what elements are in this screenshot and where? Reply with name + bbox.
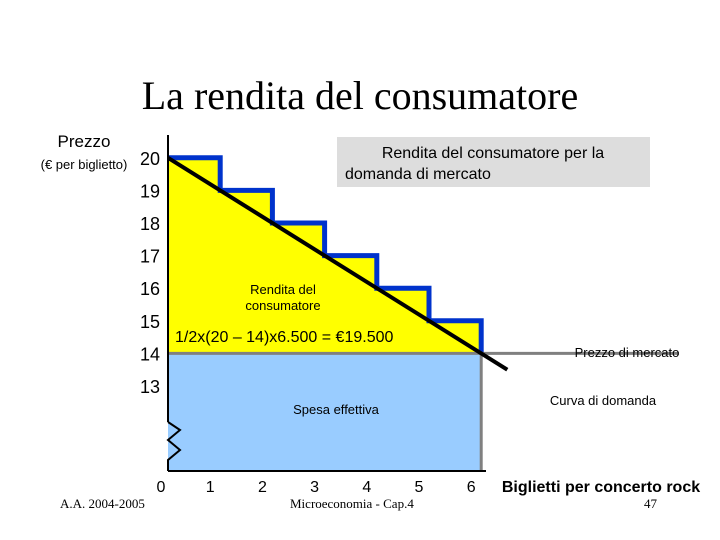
y-tick-label: 14 xyxy=(140,344,160,364)
x-tick-label: 2 xyxy=(258,479,267,496)
y-tick-label: 16 xyxy=(140,279,160,299)
y-tick-label: 18 xyxy=(140,214,160,234)
y-axis-break xyxy=(166,421,182,471)
x-tick-label: 4 xyxy=(362,479,371,496)
x-axis-label: Biglietti per concerto rock xyxy=(502,479,700,496)
footer-page-number: 47 xyxy=(644,496,657,511)
surplus-formula: 1/2x(20 – 14)x6.500 = €19.500 xyxy=(175,329,393,346)
callout-line-2: domanda di mercato xyxy=(345,166,491,183)
y-axis-unit: (€ per biglietto) xyxy=(40,157,128,172)
y-tick-label: 13 xyxy=(140,377,160,397)
y-tick-label: 17 xyxy=(140,247,160,267)
expenditure-area xyxy=(168,353,482,471)
callout-line-1: Rendita del consumatore per la xyxy=(382,145,604,162)
y-axis-label-block: Prezzo (€ per biglietto) xyxy=(40,132,128,173)
market-price-label: Prezzo di mercato xyxy=(575,345,680,360)
x-tick-label: 6 xyxy=(467,479,476,496)
surplus-label-2: consumatore xyxy=(245,298,320,313)
x-tick-label: 5 xyxy=(415,479,424,496)
footer-chapter: Microeconomia - Cap.4 xyxy=(290,496,414,511)
x-tick-labels: 0 1 2 3 4 5 6 xyxy=(157,479,476,496)
y-axis-label: Prezzo xyxy=(57,132,111,151)
x-tick-label: 1 xyxy=(206,479,215,496)
y-tick-label: 20 xyxy=(140,149,160,169)
footer-course-year: A.A. 2004-2005 xyxy=(60,496,145,511)
demand-curve xyxy=(166,156,509,372)
surplus-label-1: Rendita del xyxy=(250,282,316,297)
demand-curve-label: Curva di domanda xyxy=(550,393,657,408)
y-tick-label: 15 xyxy=(140,312,160,332)
x-tick-label: 3 xyxy=(310,479,319,496)
slide-title: La rendita del consumatore xyxy=(141,73,579,118)
y-tick-label: 19 xyxy=(140,181,160,201)
expenditure-label: Spesa effettiva xyxy=(293,402,380,417)
x-tick-label: 0 xyxy=(157,479,166,496)
y-tick-labels: 13 14 15 16 17 18 19 20 xyxy=(140,149,160,397)
callout-box xyxy=(337,137,650,187)
